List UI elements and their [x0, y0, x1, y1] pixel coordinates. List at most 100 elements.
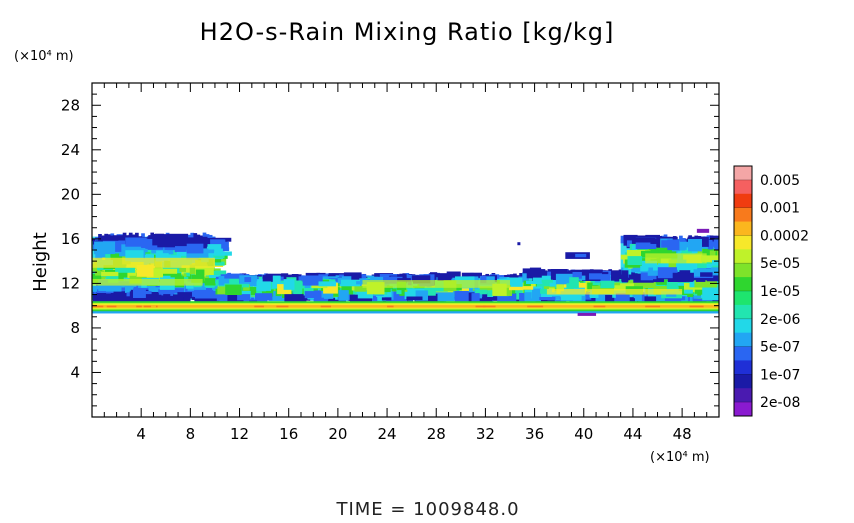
cloud-cell	[569, 277, 579, 288]
cloud-cell	[572, 272, 582, 279]
cloud-cell	[621, 270, 629, 282]
cloud-cell	[386, 291, 405, 304]
y-tick-label: 24	[61, 141, 80, 159]
colorbar-swatch	[734, 291, 752, 306]
cloud-cell	[541, 275, 554, 282]
cloud-cell	[173, 294, 180, 299]
cloud-top-edge	[98, 233, 102, 242]
cloud-cell	[640, 265, 649, 272]
rain-core	[387, 305, 394, 308]
cloud-cell	[152, 294, 162, 300]
rain-core	[276, 305, 289, 308]
x-tick-label: 40	[574, 425, 593, 443]
cloud-cell	[155, 253, 169, 262]
cloud-cell	[284, 294, 307, 303]
cloud-cell	[214, 251, 232, 256]
y-tick-label: 28	[61, 96, 80, 114]
cloud-cell	[666, 293, 677, 297]
rain-core	[482, 305, 496, 308]
cloud-cell	[101, 271, 119, 277]
cloud-cell	[515, 289, 528, 293]
cloud-cell	[136, 264, 154, 277]
cloud-cell	[162, 288, 185, 294]
cloud-cell	[125, 237, 147, 247]
cloud-cell	[717, 280, 719, 289]
cloud-top-edge	[620, 235, 625, 244]
cloud-cell	[95, 270, 105, 276]
cloud-cell	[688, 239, 702, 252]
cloud-cell	[510, 281, 529, 290]
cloud-cell	[97, 289, 114, 293]
cloud-cell	[589, 293, 599, 298]
cloud-cell	[454, 291, 469, 303]
colorbar-swatch	[734, 388, 752, 403]
cloud-cell	[532, 288, 541, 302]
cloud-cell	[657, 267, 678, 279]
rain-core	[291, 305, 307, 308]
cloud-cell	[94, 241, 116, 255]
cloud-cell	[280, 274, 292, 283]
colorbar-swatch	[734, 166, 752, 181]
field-layer	[92, 228, 719, 316]
cloud-cell	[196, 270, 203, 279]
colorbar-swatch	[734, 318, 752, 334]
cloud-cell	[256, 281, 271, 291]
cloud-top-edge	[679, 235, 683, 244]
cloud-cell	[648, 247, 659, 257]
cloud-cell	[716, 272, 719, 282]
cloud-cell	[615, 293, 630, 305]
cloud-cell	[482, 292, 488, 304]
rain-core	[313, 305, 327, 308]
cloud-cell	[641, 260, 658, 268]
cloud-cell	[273, 291, 287, 301]
cloud-cell	[694, 279, 715, 288]
cloud-cell	[110, 291, 121, 302]
cloud-patch	[696, 228, 710, 233]
cloud-cell	[718, 276, 719, 287]
cloud-cell	[156, 250, 163, 257]
x-tick-label: 4	[136, 425, 146, 443]
cloud-cell	[589, 273, 602, 280]
cloud-cell	[127, 270, 144, 278]
colorbar-swatch	[734, 193, 752, 209]
cloud-cell	[587, 282, 593, 291]
x-axis-unit: (×10⁴ m)	[650, 450, 710, 465]
cloud-cell	[397, 278, 411, 282]
cloud-cell	[411, 275, 431, 284]
cloud-cell	[92, 286, 99, 292]
y-tick-label: 16	[61, 230, 80, 248]
cloud-cell	[157, 238, 175, 248]
cloud-cell	[212, 268, 221, 272]
cloud-cell	[611, 270, 626, 282]
cloud-cell	[323, 292, 334, 299]
cloud-cell	[676, 259, 687, 270]
cloud-cell	[661, 240, 673, 248]
cloud-cell	[535, 295, 548, 306]
x-tick-label: 12	[230, 425, 249, 443]
colorbar-label: 1e-07	[760, 367, 800, 383]
cloud-cell	[689, 278, 697, 288]
cloud-cell	[667, 239, 680, 251]
colorbar-swatch	[734, 207, 752, 222]
cloud-cell	[283, 279, 295, 290]
cloud-cell	[175, 238, 193, 246]
colorbar-swatch	[734, 346, 752, 361]
cloud-cell	[627, 240, 635, 247]
cloud-cell	[262, 275, 273, 282]
cloud-cell	[620, 254, 630, 260]
cloud-cell	[540, 288, 549, 294]
cloud-cell	[657, 263, 676, 269]
cloud-cell	[664, 296, 682, 302]
colorbar-swatch	[734, 360, 752, 375]
y-tick-label: 12	[61, 274, 80, 292]
cloud-cell	[179, 268, 186, 272]
rain-core	[630, 305, 637, 308]
colorbar-frame	[733, 165, 753, 417]
cloud-cell	[666, 280, 678, 291]
cloud-cell	[176, 251, 189, 256]
cloud-cell	[640, 268, 653, 281]
rain-core	[372, 305, 390, 308]
cloud-cell	[577, 291, 586, 303]
cloud-cell	[424, 287, 436, 296]
cloud-cell	[204, 278, 218, 286]
